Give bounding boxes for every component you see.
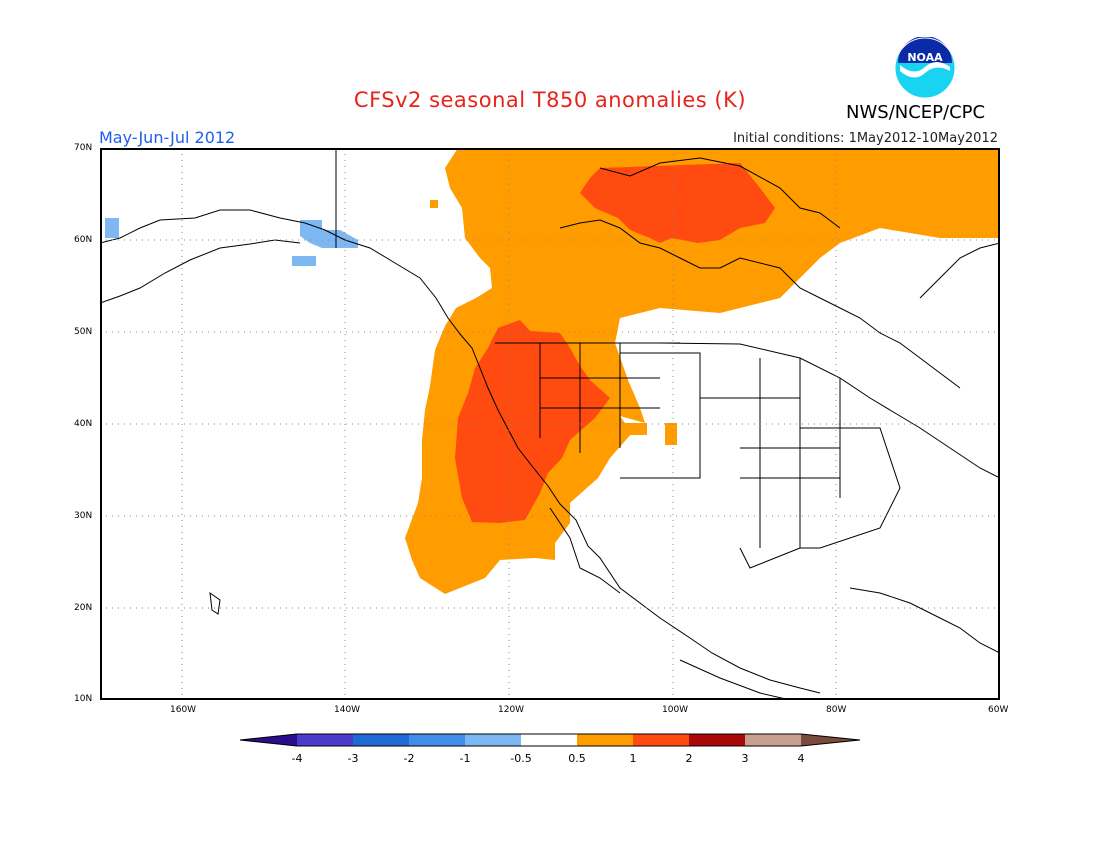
lon-label: 80W <box>826 705 847 715</box>
colorbar-swatch <box>633 734 689 746</box>
colorbar-swatch <box>409 734 465 746</box>
colorbar-swatch <box>521 734 577 746</box>
warm-anomaly-0.5-1 <box>405 148 1000 594</box>
lat-label: 70N <box>74 143 93 153</box>
colorbar-swatch <box>577 734 633 746</box>
colorbar-label: 2 <box>685 752 693 765</box>
colorbar-swatch <box>297 734 353 746</box>
logo-text: NOAA <box>907 51 943 64</box>
colorbar-label: -1 <box>459 752 471 765</box>
colorbar-label: -4 <box>291 752 303 765</box>
cold-anomaly-patch <box>105 218 119 238</box>
lon-label: 140W <box>334 705 361 715</box>
colorbar-label: 1 <box>629 752 637 765</box>
graticule <box>100 148 1000 700</box>
anomaly-map <box>100 148 1000 700</box>
warm-anomaly-1-2-canada <box>580 163 775 243</box>
colorbar-label: -3 <box>347 752 359 765</box>
colorbar-label: -2 <box>403 752 415 765</box>
lon-label: 160W <box>170 705 197 715</box>
lat-label: 10N <box>74 694 93 704</box>
colorbar-label: 0.5 <box>568 752 586 765</box>
colorbar-swatch <box>353 734 409 746</box>
lat-label: 50N <box>74 327 93 337</box>
noaa-logo: NOAA <box>894 37 956 99</box>
lat-label: 20N <box>74 603 93 613</box>
colorbar-arrow-right <box>801 734 860 746</box>
lon-label: 100W <box>662 705 689 715</box>
colorbar-label: -0.5 <box>510 752 532 765</box>
map-frame <box>100 148 1000 700</box>
season-label: May-Jun-Jul 2012 <box>99 128 236 147</box>
colorbar-label: 3 <box>741 752 749 765</box>
coastlines <box>100 148 1000 700</box>
colorbar-swatch <box>689 734 745 746</box>
lat-label: 30N <box>74 511 93 521</box>
colorbar-swatch <box>745 734 801 746</box>
chart-title: CFSv2 seasonal T850 anomalies (K) <box>353 88 747 112</box>
lat-label: 40N <box>74 419 93 429</box>
colorbar-label: 4 <box>797 752 805 765</box>
lat-label: 60N <box>74 235 93 245</box>
initial-conditions-label: Initial conditions: 1May2012-10May2012 <box>733 131 998 146</box>
cold-anomaly-patch <box>292 256 316 266</box>
colorbar-swatch <box>465 734 521 746</box>
agency-label: NWS/NCEP/CPC <box>846 102 986 123</box>
map-svg <box>100 148 1000 700</box>
warm-anomaly-1-2-west <box>455 320 610 523</box>
lon-label: 120W <box>498 705 525 715</box>
cold-anomaly-patch <box>300 220 358 248</box>
colorbar <box>240 733 861 747</box>
colorbar-arrow-left <box>240 734 297 746</box>
lon-label: 60W <box>988 705 1009 715</box>
